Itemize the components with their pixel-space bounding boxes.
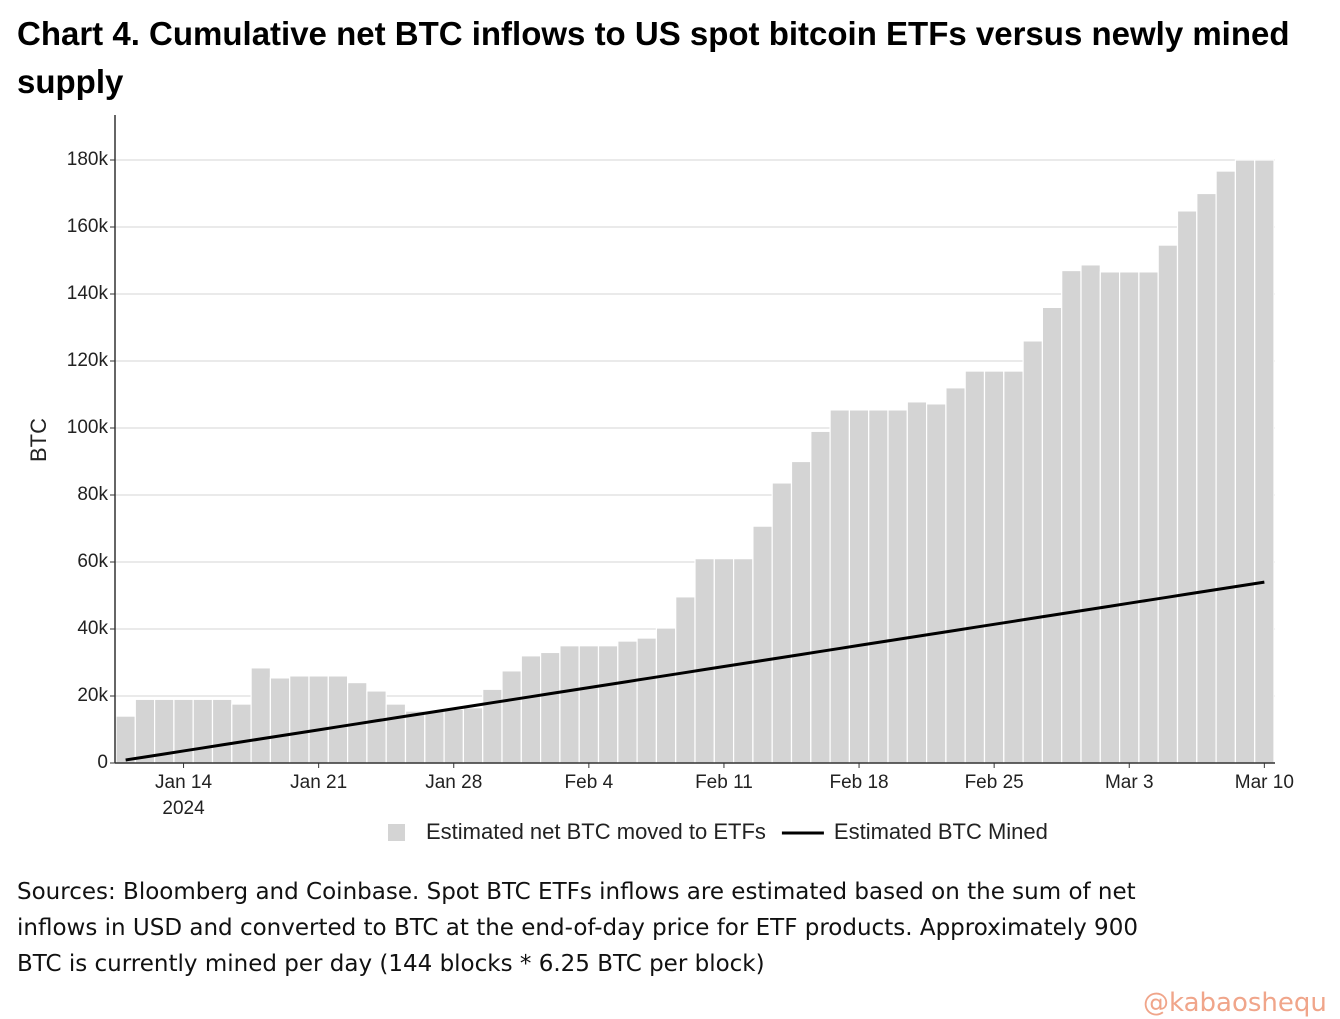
footnote-line: Sources: Bloomberg and Coinbase. Spot BT… xyxy=(17,879,1136,905)
chart: BTC 0 20k 40k 60k 80k 100k 120k 140k 160k 180k Jan… xyxy=(26,115,1294,844)
bar xyxy=(1196,192,1217,764)
x-tick-year: 2024 xyxy=(162,798,205,819)
bar xyxy=(424,710,445,764)
y-axis-label: BTC xyxy=(26,418,51,462)
chart-title: Chart 4. Cumulative net BTC inflows to U… xyxy=(17,15,1290,100)
bar xyxy=(1118,271,1140,764)
bar xyxy=(539,651,561,764)
x-tick-label: Jan 21 xyxy=(290,772,347,793)
bar xyxy=(462,707,484,764)
bar xyxy=(925,403,947,764)
bar xyxy=(404,710,426,764)
bar xyxy=(1003,370,1024,764)
bar xyxy=(443,708,465,764)
bar xyxy=(385,703,407,764)
bar xyxy=(752,525,773,764)
y-tick-label: 140k xyxy=(67,283,109,304)
bar xyxy=(1176,210,1198,764)
bar xyxy=(192,698,214,764)
bar xyxy=(829,409,850,764)
y-tick-label: 20k xyxy=(77,685,108,706)
legend-label: Estimated net BTC moved to ETFs xyxy=(426,819,766,844)
bar xyxy=(308,675,329,764)
bar xyxy=(211,698,233,764)
bar xyxy=(675,596,696,764)
bar xyxy=(578,645,600,764)
bar xyxy=(868,409,889,764)
bar xyxy=(250,667,272,764)
y-tick-label: 180k xyxy=(67,149,109,170)
y-tick-label: 120k xyxy=(67,350,109,371)
bar xyxy=(771,482,793,764)
line xyxy=(125,580,1265,762)
y-tick-label: 0 xyxy=(97,752,108,773)
y-tick-label: 60k xyxy=(77,551,108,572)
y-tick-label: 80k xyxy=(77,484,108,505)
footnote-line: BTC is currently mined per day (144 bloc… xyxy=(17,951,765,977)
bar xyxy=(1157,244,1179,764)
bar xyxy=(1080,264,1101,764)
bar xyxy=(520,655,542,764)
bar xyxy=(1041,306,1063,764)
bar xyxy=(115,715,136,764)
bar xyxy=(906,401,928,764)
bar xyxy=(945,387,966,764)
bar xyxy=(1022,340,1043,764)
bar xyxy=(1215,170,1236,764)
x-tick-label: Mar 3 xyxy=(1105,772,1154,793)
bar xyxy=(1254,159,1275,764)
bar xyxy=(289,675,310,764)
x-tick-label: Feb 18 xyxy=(829,772,888,793)
bar xyxy=(231,703,252,764)
y-tick-label: 40k xyxy=(77,618,108,639)
x-tick-label: Feb 11 xyxy=(695,772,753,793)
footnote: Sources: Bloomberg and Coinbase. Spot BT… xyxy=(17,874,1138,982)
bar xyxy=(559,645,580,764)
bar xyxy=(617,640,638,764)
y-tick-label: 160k xyxy=(67,216,109,237)
bar xyxy=(1061,269,1082,764)
bar xyxy=(983,370,1005,764)
bar xyxy=(1138,271,1159,764)
bar xyxy=(269,677,291,764)
bar xyxy=(636,637,657,764)
bar xyxy=(366,690,387,764)
bar xyxy=(732,558,754,764)
footnote-line: inflows in USD and converted to BTC at t… xyxy=(17,915,1138,941)
x-tick-label: Feb 4 xyxy=(565,772,614,793)
legend-label: Estimated BTC Mined xyxy=(834,819,1048,844)
bar xyxy=(501,670,522,764)
bar xyxy=(848,409,870,764)
bar xyxy=(713,558,735,764)
bar xyxy=(327,675,349,764)
bar xyxy=(655,627,677,764)
bar xyxy=(1234,159,1256,764)
x-tick-label: Mar 10 xyxy=(1235,772,1294,793)
bar xyxy=(887,409,908,764)
bar xyxy=(964,370,986,764)
bar xyxy=(597,645,619,764)
bar xyxy=(694,558,715,764)
legend-swatch xyxy=(388,824,405,841)
bar xyxy=(790,460,812,764)
bar xyxy=(810,430,831,764)
bar xyxy=(134,698,156,764)
x-tick-label: Jan 28 xyxy=(425,772,482,793)
x-tick-label: Feb 25 xyxy=(965,772,1024,793)
y-tick-label: 100k xyxy=(67,417,109,438)
watermark: @kabaoshequ xyxy=(1143,988,1327,1018)
bar xyxy=(1099,271,1121,764)
x-tick-label: Jan 14 xyxy=(155,772,212,793)
